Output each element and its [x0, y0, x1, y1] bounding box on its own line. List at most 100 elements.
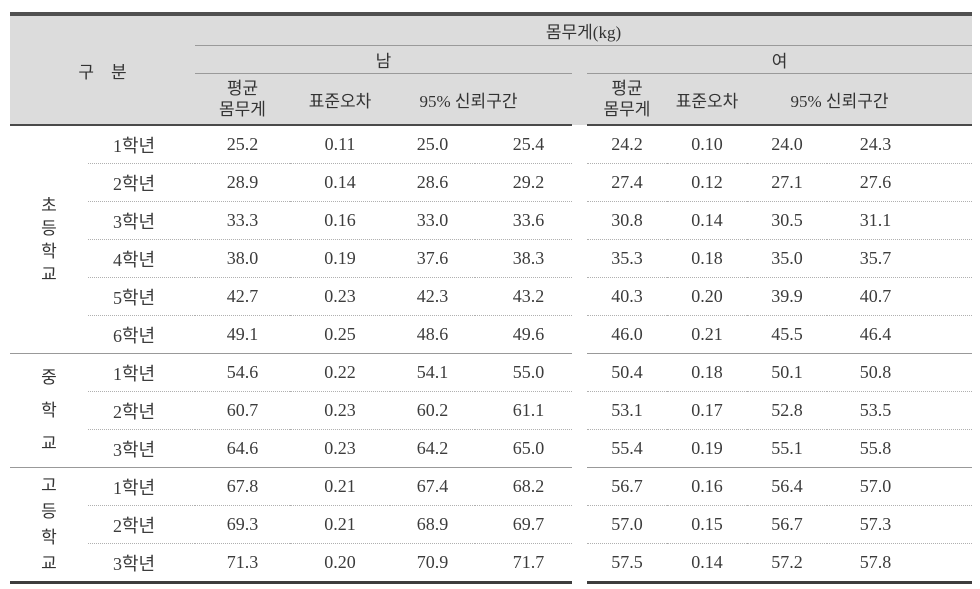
table-row: 2학년 28.9 0.14 28.6 29.2 27.4 0.12 27.1 27.6	[10, 163, 973, 202]
male-value-cell: 25.4	[475, 125, 572, 164]
column-gap	[572, 125, 587, 164]
column-gap	[572, 277, 587, 316]
female-value-cell: 0.10	[667, 125, 747, 164]
grade-cell: 3학년	[88, 201, 195, 240]
female-std-error-header: 표준오차	[667, 73, 747, 126]
female-value-cell: 0.17	[667, 391, 747, 430]
grade-cell: 2학년	[88, 505, 195, 544]
table-row: 중 학 교 1학년 54.6 0.22 54.1 55.0 50.4 0.18 50.1 50.8	[10, 353, 973, 468]
male-std-error-header: 표준오차	[290, 73, 390, 126]
header-row-gender: 남 여	[10, 45, 973, 125]
female-value-cell: 35.3	[587, 239, 667, 278]
table-row: 3학년 33.3 0.16 33.0 33.6 30.8 0.14 30.5 31.1	[10, 201, 973, 240]
male-value-cell: 49.1	[195, 315, 290, 354]
column-gap	[572, 543, 587, 583]
female-value-cell: 35.7	[827, 239, 973, 278]
female-value-cell: 27.4	[587, 163, 667, 202]
table-row: 4학년 38.0 0.19 37.6 38.3 35.3 0.18 35.0 35.7	[10, 239, 973, 278]
male-value-cell: 67.4	[390, 467, 475, 506]
female-value-cell: 50.1	[747, 353, 827, 392]
male-value-cell: 42.7	[195, 277, 290, 316]
male-avg-weight-header: 평균 몸무게	[195, 73, 290, 126]
male-value-cell: 60.2	[390, 391, 475, 430]
table-row: 6학년 49.1 0.25 48.6 49.6 46.0 0.21 45.5 46.4	[10, 315, 973, 354]
table-row: 5학년 42.7 0.23 42.3 43.2 40.3 0.20 39.9 40.7	[10, 277, 973, 316]
female-value-cell: 24.3	[827, 125, 973, 164]
male-value-cell: 37.6	[390, 239, 475, 278]
table-body: 초 등 학 교 1학년 25.2 0.11 25.0 25.4 24.2 0.10 24.0 24…	[10, 125, 973, 584]
table-row: 2학년 69.3 0.21 68.9 69.7 57.0 0.15 56.7 57.3	[10, 505, 973, 544]
male-value-cell: 69.3	[195, 505, 290, 544]
female-value-cell: 53.5	[827, 391, 973, 430]
column-gap	[572, 163, 587, 202]
male-value-cell: 68.9	[390, 505, 475, 544]
male-value-cell: 71.3	[195, 543, 290, 584]
header-row-title: 구 분 몸무게(kg)	[10, 14, 973, 126]
column-gap	[572, 391, 587, 430]
grade-cell: 4학년	[88, 239, 195, 278]
school-level-label: 초 등 학 교	[10, 125, 88, 354]
female-value-cell: 0.16	[667, 467, 747, 506]
school-level-label: 중 학 교	[10, 353, 88, 468]
female-value-cell: 55.8	[827, 429, 973, 468]
male-value-cell: 0.19	[290, 239, 390, 278]
male-value-cell: 0.25	[290, 315, 390, 354]
female-value-cell: 55.1	[747, 429, 827, 468]
female-value-cell: 40.3	[587, 277, 667, 316]
female-value-cell: 50.8	[827, 353, 973, 392]
grade-cell: 2학년	[88, 163, 195, 202]
male-confidence-interval-header: 95% 신뢰구간	[390, 73, 572, 126]
header-row-measures: 평균 몸무게 표준오차 95% 신뢰구간 평균 몸무게 표준오차 95% 신뢰구…	[10, 73, 973, 126]
column-gap	[572, 45, 587, 125]
female-value-cell: 0.12	[667, 163, 747, 202]
female-value-cell: 0.14	[667, 543, 747, 584]
female-value-cell: 27.6	[827, 163, 973, 202]
column-gap	[572, 353, 587, 392]
male-value-cell: 49.6	[475, 315, 572, 354]
grade-cell: 1학년	[88, 467, 195, 506]
male-value-cell: 0.11	[290, 125, 390, 164]
male-value-cell: 0.20	[290, 543, 390, 584]
female-value-cell: 57.5	[587, 543, 667, 584]
female-value-cell: 57.0	[827, 467, 973, 506]
male-value-cell: 55.0	[475, 353, 572, 392]
female-value-cell: 39.9	[747, 277, 827, 316]
female-value-cell: 0.15	[667, 505, 747, 544]
male-value-cell: 33.3	[195, 201, 290, 240]
weight-statistics-table: 구 분 몸무게(kg) 남 여 평균 몸무게 표준오차 95% 신뢰구간 평균 …	[10, 12, 973, 584]
male-value-cell: 25.0	[390, 125, 475, 164]
grade-cell: 6학년	[88, 315, 195, 354]
male-value-cell: 38.0	[195, 239, 290, 278]
female-value-cell: 57.2	[747, 543, 827, 584]
female-value-cell: 46.0	[587, 315, 667, 354]
school-level-label: 고 등 학 교	[10, 467, 88, 584]
male-value-cell: 68.2	[475, 467, 572, 506]
male-group-header: 남	[195, 45, 572, 74]
male-value-cell: 71.7	[475, 543, 572, 584]
female-value-cell: 31.1	[827, 201, 973, 240]
male-value-cell: 0.22	[290, 353, 390, 392]
male-value-cell: 38.3	[475, 239, 572, 278]
column-gap	[572, 239, 587, 278]
male-value-cell: 64.2	[390, 429, 475, 468]
column-gap	[572, 429, 587, 468]
female-value-cell: 0.18	[667, 353, 747, 392]
male-value-cell: 0.21	[290, 467, 390, 506]
male-value-cell: 0.14	[290, 163, 390, 202]
female-value-cell: 55.4	[587, 429, 667, 468]
female-confidence-interval-header: 95% 신뢰구간	[747, 73, 973, 126]
male-value-cell: 0.23	[290, 429, 390, 468]
male-value-cell: 64.6	[195, 429, 290, 468]
male-value-cell: 33.6	[475, 201, 572, 240]
male-value-cell: 0.21	[290, 505, 390, 544]
grade-cell: 2학년	[88, 391, 195, 430]
male-value-cell: 33.0	[390, 201, 475, 240]
table-header: 구 분 몸무게(kg) 남 여 평균 몸무게 표준오차 95% 신뢰구간 평균 …	[10, 14, 973, 126]
female-value-cell: 56.7	[587, 467, 667, 506]
female-value-cell: 24.2	[587, 125, 667, 164]
female-avg-weight-header: 평균 몸무게	[587, 73, 667, 126]
male-value-cell: 0.23	[290, 277, 390, 316]
male-value-cell: 48.6	[390, 315, 475, 354]
grade-cell: 1학년	[88, 353, 195, 392]
male-value-cell: 0.23	[290, 391, 390, 430]
